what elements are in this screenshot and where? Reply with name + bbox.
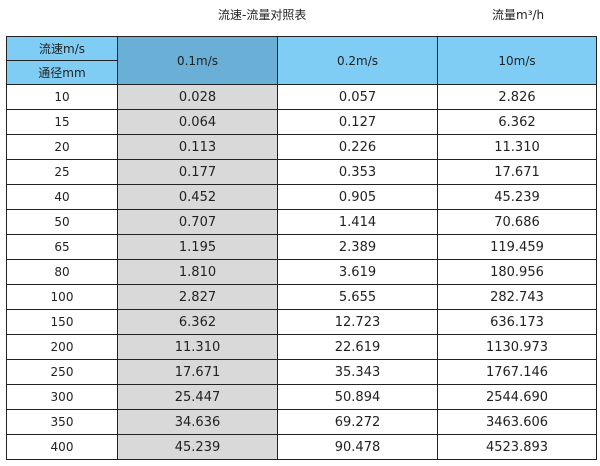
- flow-cell: 0.452: [117, 184, 278, 210]
- unit-label: 流量m³/h: [492, 8, 545, 22]
- flow-cell: 0.028: [117, 84, 278, 110]
- table-row: 50 0.707 1.414 70.686: [6, 209, 597, 235]
- flow-cell: 1767.146: [437, 359, 597, 385]
- diameter-cell: 100: [6, 284, 118, 310]
- flow-cell: 90.478: [277, 434, 438, 460]
- flow-cell: 6.362: [437, 109, 597, 135]
- flow-cell: 25.447: [117, 384, 278, 410]
- flow-cell: 2544.690: [437, 384, 597, 410]
- flow-cell: 45.239: [437, 184, 597, 210]
- flow-cell: 12.723: [277, 309, 438, 335]
- flow-cell: 180.956: [437, 259, 597, 285]
- flow-cell: 22.619: [277, 334, 438, 360]
- flow-cell: 4523.893: [437, 434, 597, 460]
- flow-cell: 1.810: [117, 259, 278, 285]
- diameter-cell: 350: [6, 409, 118, 435]
- flow-cell: 2.827: [117, 284, 278, 310]
- diameter-cell: 200: [6, 334, 118, 360]
- diameter-cell: 25: [6, 159, 118, 185]
- table-row: 65 1.195 2.389 119.459: [6, 234, 597, 260]
- table-row: 400 45.239 90.478 4523.893: [6, 434, 597, 460]
- diameter-cell: 300: [6, 384, 118, 410]
- flow-cell: 0.127: [277, 109, 438, 135]
- flow-cell: 17.671: [117, 359, 278, 385]
- diameter-cell: 40: [6, 184, 118, 210]
- flow-cell: 3.619: [277, 259, 438, 285]
- table-row: 350 34.636 69.272 3463.606: [6, 409, 597, 435]
- flow-cell: 11.310: [117, 334, 278, 360]
- diameter-cell: 10: [6, 84, 118, 110]
- flow-cell: 1.195: [117, 234, 278, 260]
- flow-cell: 45.239: [117, 434, 278, 460]
- diameter-cell: 400: [6, 434, 118, 460]
- table-row: 250 17.671 35.343 1767.146: [6, 359, 597, 385]
- column-header: 10m/s: [437, 36, 597, 85]
- table-row: 40 0.452 0.905 45.239: [6, 184, 597, 210]
- table-row: 10 0.028 0.057 2.826: [6, 84, 597, 110]
- column-header: 0.1m/s: [117, 36, 278, 85]
- flow-cell: 69.272: [277, 409, 438, 435]
- flow-cell: 0.707: [117, 209, 278, 235]
- diameter-cell: 150: [6, 309, 118, 335]
- flow-cell: 0.226: [277, 134, 438, 160]
- table-row: 20 0.113 0.226 11.310: [6, 134, 597, 160]
- velocity-header: 流速m/s: [6, 36, 118, 61]
- flow-cell: 3463.606: [437, 409, 597, 435]
- flow-cell: 119.459: [437, 234, 597, 260]
- flow-cell: 2.826: [437, 84, 597, 110]
- flow-cell: 70.686: [437, 209, 597, 235]
- flow-cell: 0.177: [117, 159, 278, 185]
- flow-cell: 34.636: [117, 409, 278, 435]
- flow-cell: 35.343: [277, 359, 438, 385]
- table-title: 流速-流量对照表: [218, 8, 307, 22]
- table-row: 100 2.827 5.655 282.743: [6, 284, 597, 310]
- flow-rate-table: 流速m/s 0.1m/s 0.2m/s 10m/s 通径mm 10 0.028 0.…: [6, 36, 597, 460]
- flow-cell: 1.414: [277, 209, 438, 235]
- table-row: 25 0.177 0.353 17.671: [6, 159, 597, 185]
- diameter-header: 通径mm: [6, 60, 118, 85]
- diameter-cell: 50: [6, 209, 118, 235]
- diameter-cell: 250: [6, 359, 118, 385]
- diameter-cell: 65: [6, 234, 118, 260]
- flow-cell: 636.173: [437, 309, 597, 335]
- flow-cell: 11.310: [437, 134, 597, 160]
- flow-cell: 6.362: [117, 309, 278, 335]
- flow-cell: 2.389: [277, 234, 438, 260]
- table-row: 80 1.810 3.619 180.956: [6, 259, 597, 285]
- column-header: 0.2m/s: [277, 36, 438, 85]
- flow-cell: 17.671: [437, 159, 597, 185]
- diameter-cell: 20: [6, 134, 118, 160]
- table-row: 15 0.064 0.127 6.362: [6, 109, 597, 135]
- flow-cell: 0.353: [277, 159, 438, 185]
- flow-cell: 0.064: [117, 109, 278, 135]
- flow-cell: 5.655: [277, 284, 438, 310]
- flow-cell: 1130.973: [437, 334, 597, 360]
- flow-cell: 0.905: [277, 184, 438, 210]
- table-row: 150 6.362 12.723 636.173: [6, 309, 597, 335]
- diameter-cell: 80: [6, 259, 118, 285]
- flow-cell: 0.057: [277, 84, 438, 110]
- flow-cell: 282.743: [437, 284, 597, 310]
- table-row: 200 11.310 22.619 1130.973: [6, 334, 597, 360]
- table-row: 300 25.447 50.894 2544.690: [6, 384, 597, 410]
- diameter-cell: 15: [6, 109, 118, 135]
- flow-cell: 50.894: [277, 384, 438, 410]
- flow-cell: 0.113: [117, 134, 278, 160]
